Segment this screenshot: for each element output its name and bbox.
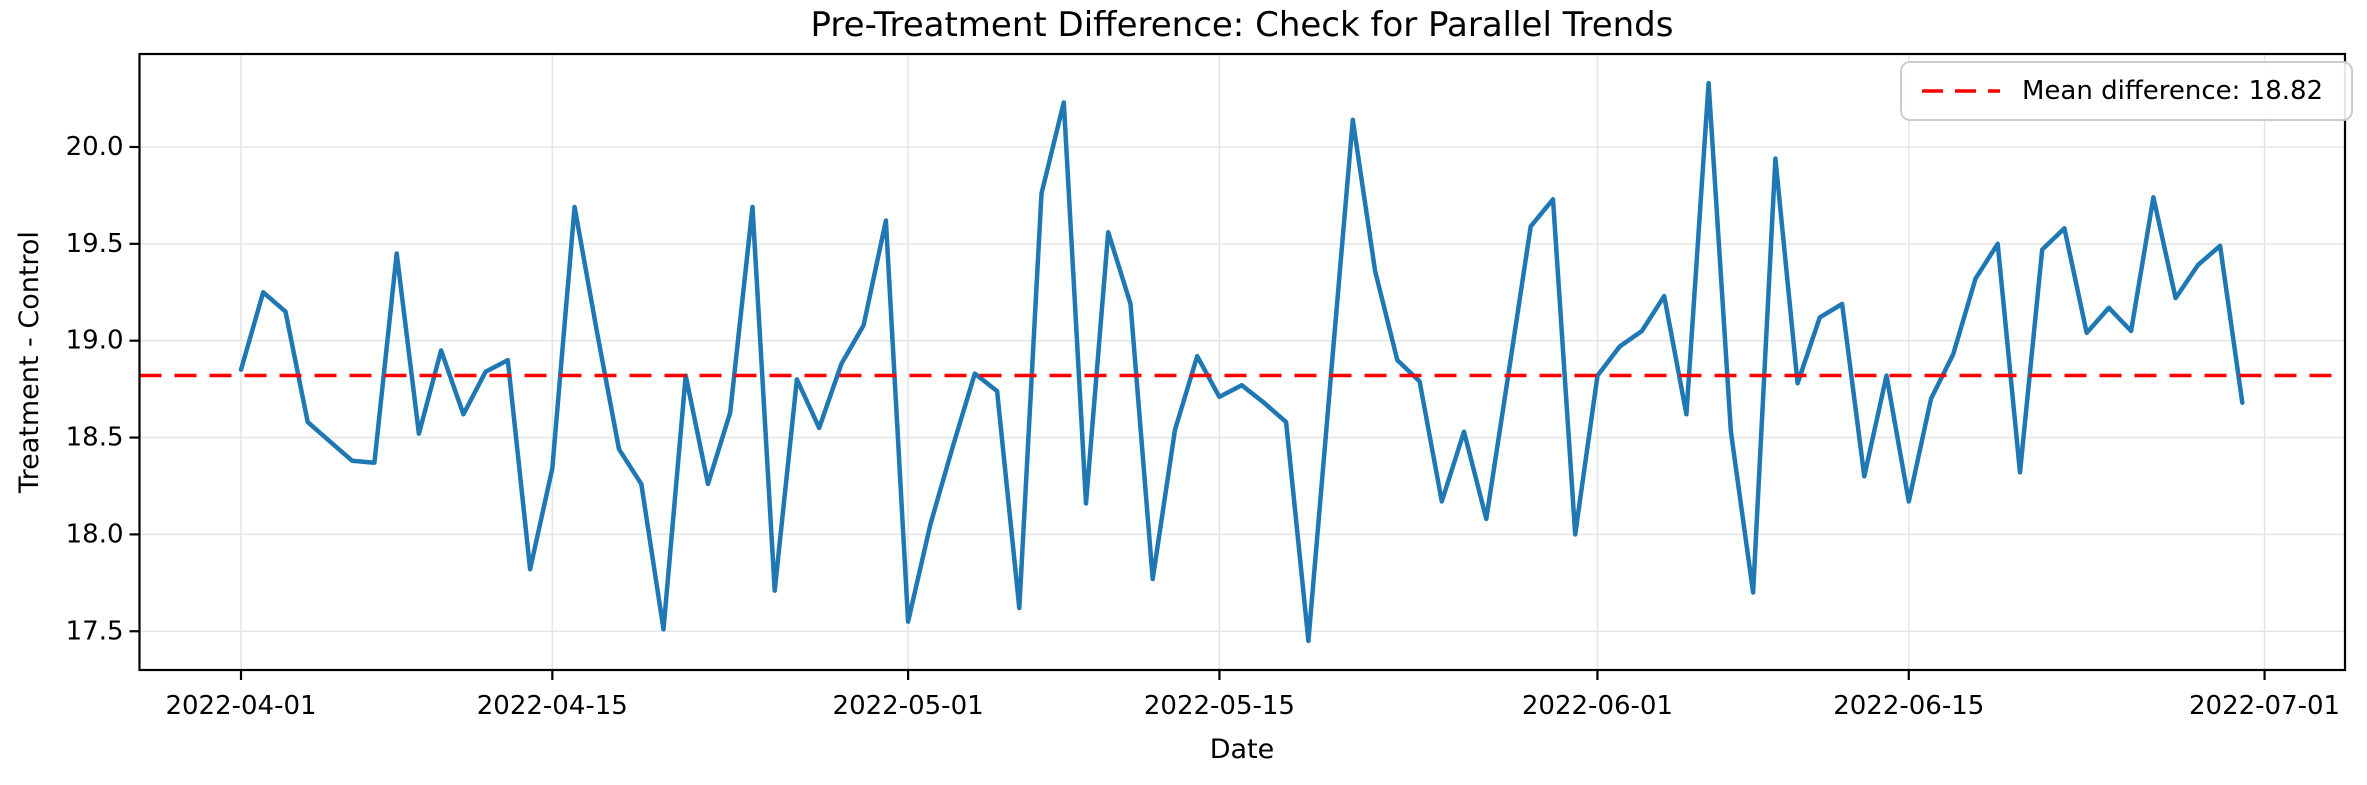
plot-border — [138, 52, 2347, 672]
x-tick-label: 2022-06-15 — [1833, 691, 1984, 721]
tick-layer — [129, 145, 2266, 680]
legend-box — [1900, 61, 2353, 121]
legend-label: Mean difference: 18.82 — [2022, 76, 2323, 106]
y-axis-label: Treatment - Control — [14, 231, 45, 494]
legend: Mean difference: 18.82 — [1900, 61, 2353, 121]
chart-title: Pre-Treatment Difference: Check for Para… — [811, 5, 1674, 45]
x-tick-label: 2022-04-01 — [165, 691, 316, 721]
y-tick-label: 19.5 — [66, 229, 124, 259]
difference-line-series — [238, 80, 2245, 644]
y-tick-label: 18.5 — [66, 423, 124, 453]
x-tick-label: 2022-06-01 — [1522, 691, 1673, 721]
x-tick-label: 2022-04-15 — [477, 691, 628, 721]
y-tick-label: 20.0 — [66, 132, 124, 162]
y-tick-label: 19.0 — [66, 326, 124, 356]
x-axis-label: Date — [1210, 734, 1275, 765]
tick-label-layer: 17.5 18.0 18.5 19.0 19.5 20.0 2022-04-01 2022-0… — [66, 132, 2341, 721]
x-tick-label: 2022-07-01 — [2189, 691, 2340, 721]
y-tick-label: 17.5 — [66, 616, 124, 646]
grid-layer — [139, 54, 2345, 670]
y-tick-label: 18.0 — [66, 519, 124, 549]
x-tick-label: 2022-05-01 — [833, 691, 984, 721]
x-tick-label: 2022-05-15 — [1144, 691, 1295, 721]
data-layer — [139, 80, 2345, 644]
